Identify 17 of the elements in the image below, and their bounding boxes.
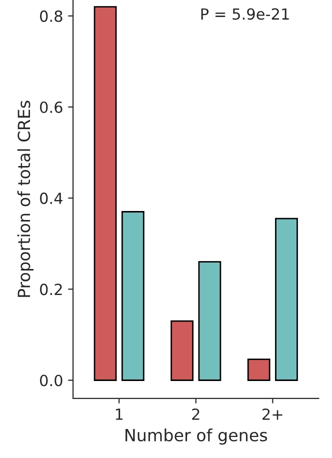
bar (121, 211, 144, 381)
y-tick-label: 0.0 (40, 374, 62, 386)
bar (94, 6, 117, 381)
x-tick-label: 2 (192, 408, 200, 420)
x-axis-title: Number of genes (126, 428, 268, 445)
annotation: P = 5.9e-21 (201, 8, 289, 20)
bar (198, 261, 222, 381)
y-axis-title: Proportion of total CREs (17, 100, 34, 297)
bar (275, 218, 298, 381)
y-tick-label: 0.4 (40, 192, 62, 204)
y-tick-label: 0.8 (40, 10, 62, 22)
x-tick-label: 2+ (262, 408, 282, 420)
bar (247, 358, 270, 381)
y-tick-label: 0.2 (40, 284, 62, 296)
y-tick-label: 0.6 (40, 101, 62, 114)
bar (170, 320, 194, 381)
x-tick-label: 1 (116, 408, 123, 420)
